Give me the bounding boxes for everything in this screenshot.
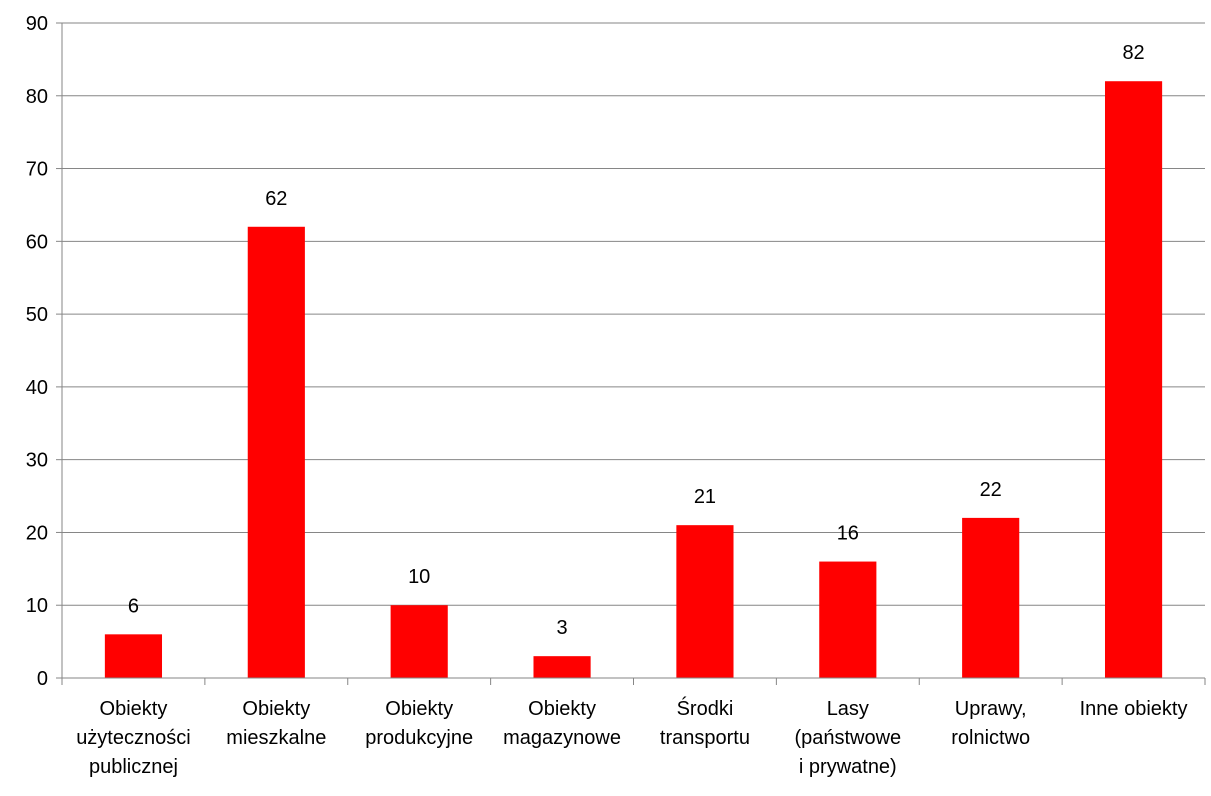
data-label-4: 21 [694,486,716,508]
data-label-3: 3 [557,617,568,639]
category-label-line: produkcyjne [365,727,473,749]
category-label-line: magazynowe [503,727,621,749]
bar-7 [1104,81,1163,678]
category-label-line: i prywatne) [799,756,897,778]
y-tick-label: 50 [26,304,48,326]
data-label-5: 16 [837,523,859,545]
data-label-1: 62 [265,188,287,210]
y-tick-label: 20 [26,522,48,544]
category-label-line: rolnictwo [951,727,1030,749]
bar-1 [247,226,305,678]
category-label-line: Obiekty [385,698,453,720]
data-label-0: 6 [128,595,139,617]
category-label-line: transportu [660,727,750,749]
category-label-line: Obiekty [242,698,310,720]
bar-2 [390,605,448,678]
y-tick-label: 10 [26,595,48,617]
category-label-0: Obiekty użyteczności publicznej [76,698,191,778]
category-label-line: Obiekty [528,698,596,720]
bar-0 [104,634,163,678]
axes [56,22,1206,685]
y-tick-label: 90 [26,13,48,35]
category-label-7: Inne obiekty [1080,698,1188,720]
category-label-5: Lasy (państwowe i prywatne) [794,698,901,778]
y-tick-label: 80 [26,86,48,108]
category-label-line: mieszkalne [226,727,326,749]
bars [104,81,1163,678]
category-label-line: użyteczności [76,727,191,749]
category-label-line: Środki [677,696,734,720]
data-label-6: 22 [980,479,1002,501]
category-label-3: Obiekty magazynowe [503,698,621,749]
category-label-line: (państwowe [794,727,901,749]
gridlines [62,22,1205,606]
y-tick-label: 60 [26,231,48,253]
labels: 0 10 20 30 40 50 60 70 80 90 6 Obiekty użyteczności p… [26,13,1188,778]
y-tick-label: 40 [26,377,48,399]
y-tick-label: 0 [37,668,48,690]
bar-5 [819,561,877,678]
bar-3 [533,656,591,678]
bar-6 [962,517,1020,678]
data-label-7: 82 [1122,42,1144,64]
category-label-line: publicznej [89,756,178,778]
data-label-2: 10 [408,566,430,588]
y-tick-label: 70 [26,159,48,181]
category-label-line: Lasy [827,698,869,720]
category-label-line: Uprawy, [955,698,1027,720]
category-label-6: Uprawy, rolnictwo [951,698,1030,749]
category-label-line: Inne obiekty [1080,698,1188,720]
category-label-line: Obiekty [100,698,168,720]
category-label-4: Środki transportu [660,696,750,749]
category-label-2: Obiekty produkcyjne [365,698,473,749]
category-label-1: Obiekty mieszkalne [226,698,326,749]
y-tick-label: 30 [26,450,48,472]
bar-4 [676,525,734,678]
